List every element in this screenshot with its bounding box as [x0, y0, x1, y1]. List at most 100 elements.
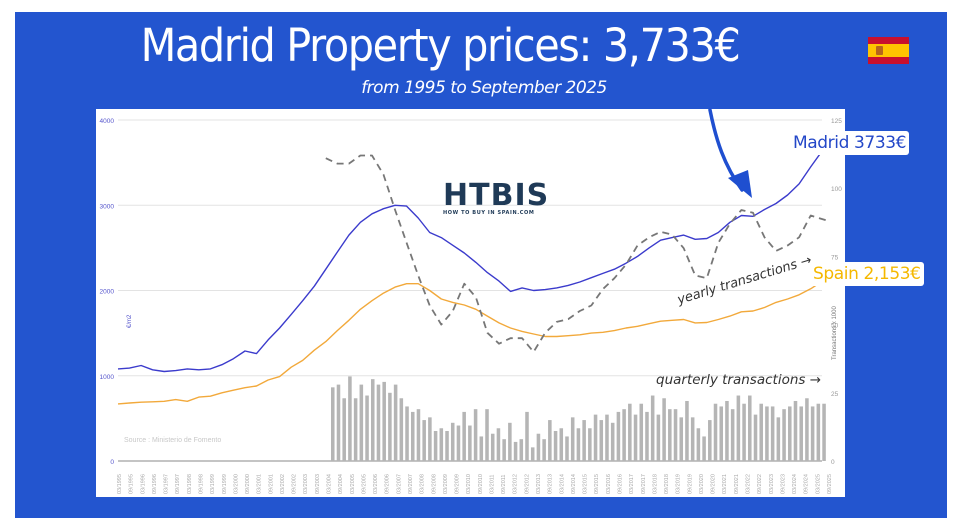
x-axis-tick: 03/2016: [606, 474, 612, 494]
quarterly-bar: [473, 409, 478, 461]
quarterly-bar: [628, 403, 632, 461]
quarterly-bar: [696, 428, 701, 461]
right-axis-tick: 75: [831, 254, 839, 261]
quarterly-bar: [742, 403, 746, 461]
quarterly-bar: [816, 403, 821, 461]
x-axis-tick: 03/2015: [583, 474, 589, 494]
quarterly-bar: [610, 422, 615, 461]
x-axis-tick: 03/2009: [443, 474, 449, 494]
x-axis-tick: 09/2016: [617, 474, 623, 494]
left-axis-tick: 2000: [100, 289, 115, 296]
quarterly-bar: [662, 398, 666, 461]
x-axis-tick: 03/2021: [722, 474, 728, 494]
quarterly-bar: [605, 414, 609, 461]
quarterly-bar: [382, 381, 386, 461]
spain-flag-icon: [868, 37, 909, 64]
quarterly-bar: [353, 398, 358, 461]
quarterly-bar: [805, 398, 809, 461]
x-axis-tick: 09/2000: [245, 474, 251, 494]
x-axis-tick: 09/2022: [757, 474, 763, 494]
quarterly-bar: [559, 428, 564, 461]
quarterly-bar: [650, 395, 655, 461]
source-note: Source : Ministerio de Fomento: [124, 437, 221, 444]
quarterly-bar: [639, 403, 644, 461]
right-axis-title: Transactions x 1000: [832, 306, 838, 360]
quarterly-bar: [365, 395, 369, 461]
x-axis-tick: 09/1997: [175, 474, 181, 494]
x-axis-tick: 03/2018: [652, 474, 658, 494]
quarterly-bar: [393, 384, 398, 461]
quarterly-transactions-annotation: quarterly transactions →: [656, 372, 822, 388]
x-axis-tick: 09/2023: [780, 474, 786, 494]
x-axis-tick: 09/2019: [687, 474, 693, 494]
x-axis-tick: 09/1995: [129, 474, 135, 494]
quarterly-bar: [782, 409, 786, 461]
quarterly-bar: [570, 417, 575, 461]
quarterly-bar: [730, 409, 735, 461]
quarterly-bar: [565, 436, 569, 461]
x-axis-tick: 09/2014: [571, 474, 577, 494]
x-axis-tick: 09/2013: [548, 474, 554, 494]
left-axis-tick: 1000: [100, 374, 115, 381]
quarterly-bar: [376, 384, 381, 461]
x-axis-tick: 09/1996: [152, 474, 158, 494]
right-axis-tick: 25: [831, 391, 839, 398]
quarterly-bar: [513, 441, 518, 461]
quarterly-bar: [433, 430, 438, 461]
x-axis-tick: 03/2014: [559, 474, 565, 494]
x-axis-tick: 09/2025: [827, 474, 833, 494]
htbis-logo: HTBIS HOW TO BUY IN SPAIN.COM: [443, 181, 553, 217]
x-axis-tick: 03/1996: [140, 474, 146, 494]
quarterly-bar: [519, 439, 524, 461]
x-axis-tick: 09/2011: [501, 475, 507, 494]
quarterly-bar: [405, 406, 409, 461]
quarterly-bar: [765, 406, 769, 461]
quarterly-bar: [422, 420, 426, 461]
quarterly-bar: [685, 400, 689, 461]
x-axis-tick: 09/2020: [711, 474, 717, 494]
left-axis-tick: 3000: [100, 203, 115, 210]
flag-stripe-bottom: [868, 57, 909, 64]
x-axis-tick: 03/2007: [396, 474, 402, 494]
x-axis-tick: 03/2002: [280, 474, 286, 494]
x-axis-tick: 09/2008: [431, 474, 437, 494]
quarterly-bar: [633, 414, 638, 461]
x-axis-tick: 09/2002: [292, 474, 298, 494]
quarterly-bar: [822, 403, 826, 461]
quarterly-bar: [748, 395, 752, 461]
quarterly-bar: [553, 430, 558, 461]
x-axis-tick: 09/2017: [641, 474, 647, 494]
quarterly-bar: [656, 414, 661, 461]
quarterly-bar: [810, 406, 815, 461]
quarterly-bar: [485, 409, 489, 461]
quarterly-bar: [331, 387, 335, 461]
quarterly-bar: [416, 409, 421, 461]
x-axis-tick: 03/1999: [210, 474, 216, 494]
quarterly-bar: [530, 447, 535, 461]
quarterly-bar: [725, 400, 729, 461]
quarterly-bar: [399, 398, 404, 461]
spain-price-line: [117, 276, 829, 405]
x-axis-tick: 03/1997: [164, 474, 170, 494]
quarterly-bar: [719, 406, 724, 461]
quarterly-bar: [450, 422, 455, 461]
x-axis-tick: 09/2018: [664, 474, 670, 494]
quarterly-bar: [753, 414, 758, 461]
x-axis-tick: 03/1995: [117, 474, 123, 494]
quarterly-bar: [336, 384, 341, 461]
quarterly-bar: [439, 428, 444, 461]
quarterly-bar: [668, 409, 672, 461]
quarterly-bar: [673, 409, 678, 461]
right-axis-tick: 50: [831, 323, 839, 330]
quarterly-bar: [508, 422, 512, 461]
x-axis-tick: 09/2004: [338, 474, 344, 494]
x-axis-tick: 03/2013: [536, 474, 542, 494]
x-axis-tick: 03/1998: [187, 474, 193, 494]
quarterly-bar: [582, 420, 586, 461]
yearly-transactions-line: [325, 154, 829, 353]
quarterly-bar: [776, 417, 781, 461]
quarterly-bar: [348, 376, 352, 461]
x-axis-tick: 09/2007: [408, 474, 414, 494]
quarterly-bar: [736, 395, 741, 461]
